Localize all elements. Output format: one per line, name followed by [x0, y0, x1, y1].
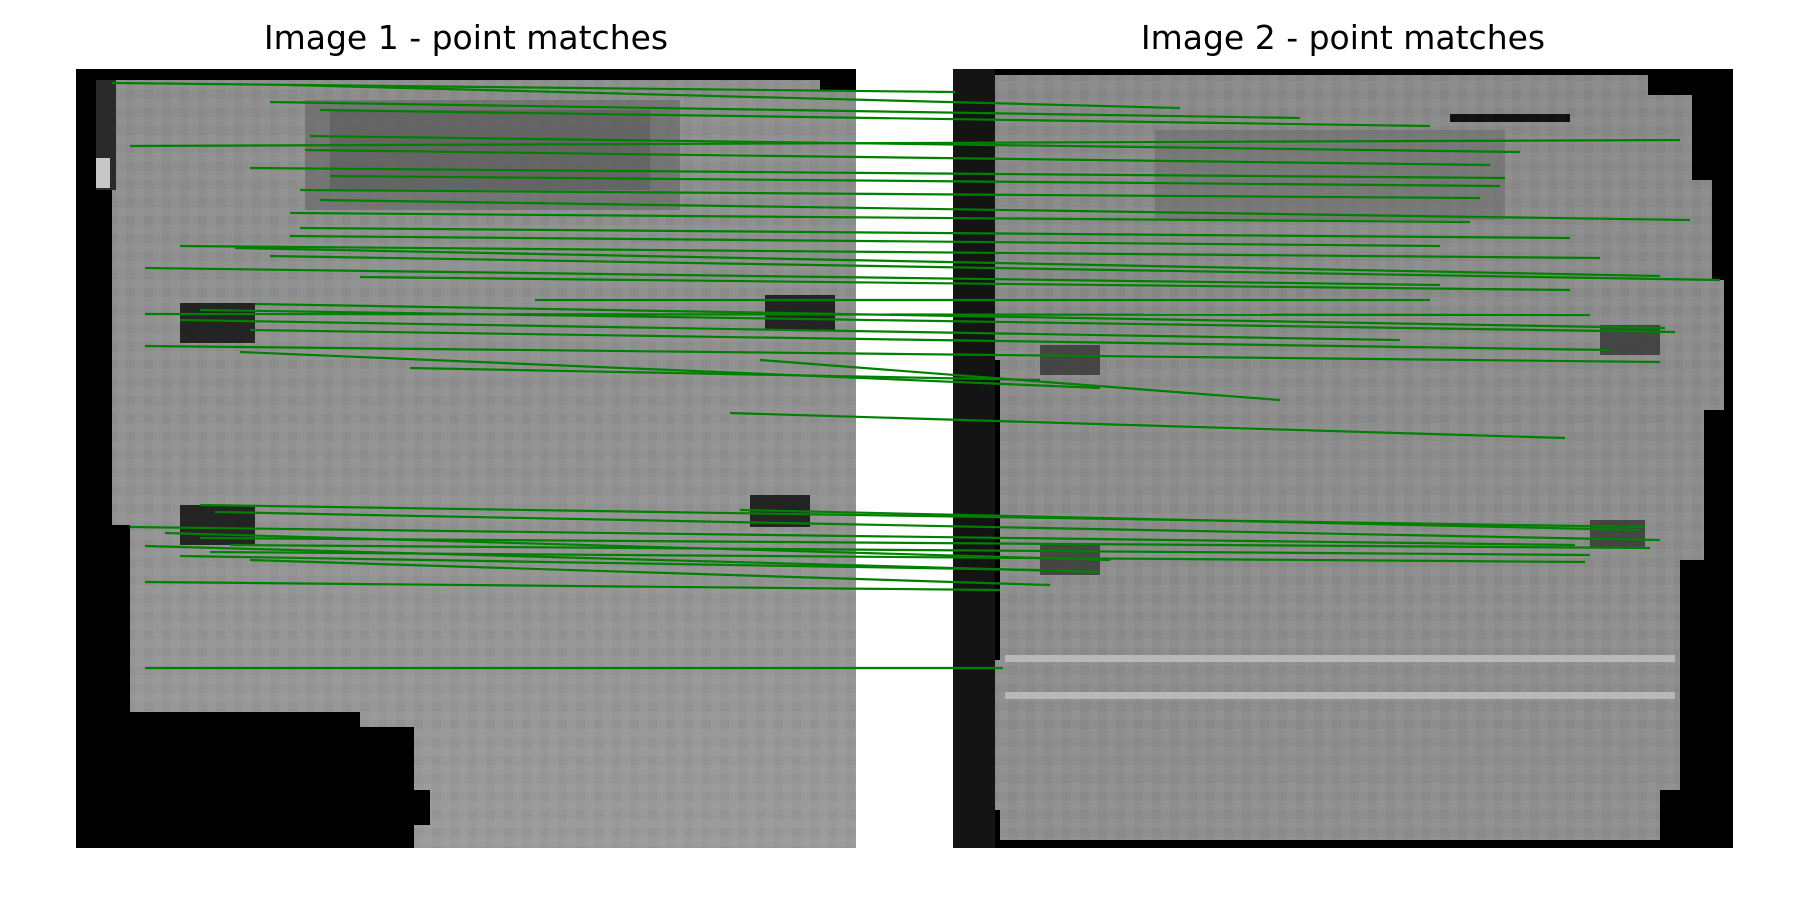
match-line	[179, 244, 1601, 260]
match-line	[289, 211, 1471, 224]
match-line	[269, 100, 1301, 120]
image-2-title: Image 2 - point matches	[1140, 18, 1546, 57]
match-line	[254, 302, 1666, 330]
match-line	[229, 543, 1591, 557]
dark-feature	[1590, 520, 1645, 548]
match-line	[249, 328, 1611, 352]
match-line	[759, 358, 1281, 402]
match-line	[179, 318, 1401, 342]
match-line	[739, 508, 1641, 532]
match-line	[319, 198, 1691, 222]
match-line	[234, 246, 1661, 278]
match-line	[309, 134, 1521, 154]
match-line	[199, 536, 1651, 550]
match-lines	[111, 81, 1721, 670]
dark-feature	[1040, 345, 1100, 375]
image-1-panel	[76, 69, 856, 848]
match-line	[299, 226, 1571, 240]
match-line	[199, 308, 1676, 334]
match-line	[409, 366, 1041, 382]
match-line	[164, 531, 1111, 562]
match-line	[304, 148, 1491, 167]
match-line	[199, 503, 1646, 529]
match-line	[729, 411, 1566, 440]
match-line	[144, 266, 1441, 287]
match-line	[179, 554, 1041, 572]
match-line	[329, 174, 1501, 188]
match-line	[144, 580, 1001, 592]
match-line	[111, 81, 956, 94]
match-line	[269, 254, 1721, 282]
match-line	[239, 350, 1101, 390]
match-line	[249, 166, 1506, 180]
image-2-panel	[953, 69, 1733, 848]
match-line	[299, 188, 1481, 200]
match-line	[209, 550, 1586, 564]
match-line	[319, 108, 1431, 128]
match-line	[129, 525, 1576, 547]
match-line	[289, 234, 1441, 248]
match-line	[249, 558, 1051, 587]
match-line	[289, 83, 1181, 110]
match-line	[214, 510, 1661, 542]
image-1-title: Image 1 - point matches	[263, 18, 669, 57]
match-line	[359, 275, 1571, 292]
dark-feature	[180, 303, 255, 343]
match-line	[144, 344, 1661, 364]
